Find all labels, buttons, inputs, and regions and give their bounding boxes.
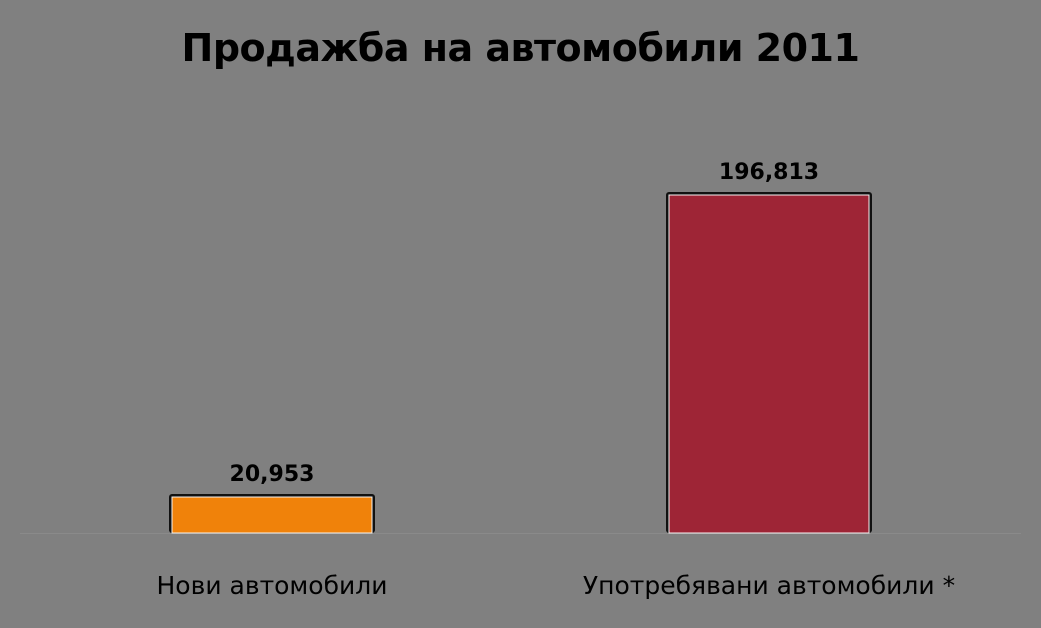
bar xyxy=(668,194,870,534)
chart-title: Продажба на автомобили 2011 xyxy=(181,26,860,70)
category-label: Употребявани автомобили * xyxy=(583,571,955,600)
data-label: 196,813 xyxy=(719,160,819,185)
bar xyxy=(171,496,373,534)
category-label: Нови автомобили xyxy=(157,571,388,600)
data-label: 20,953 xyxy=(230,462,315,487)
